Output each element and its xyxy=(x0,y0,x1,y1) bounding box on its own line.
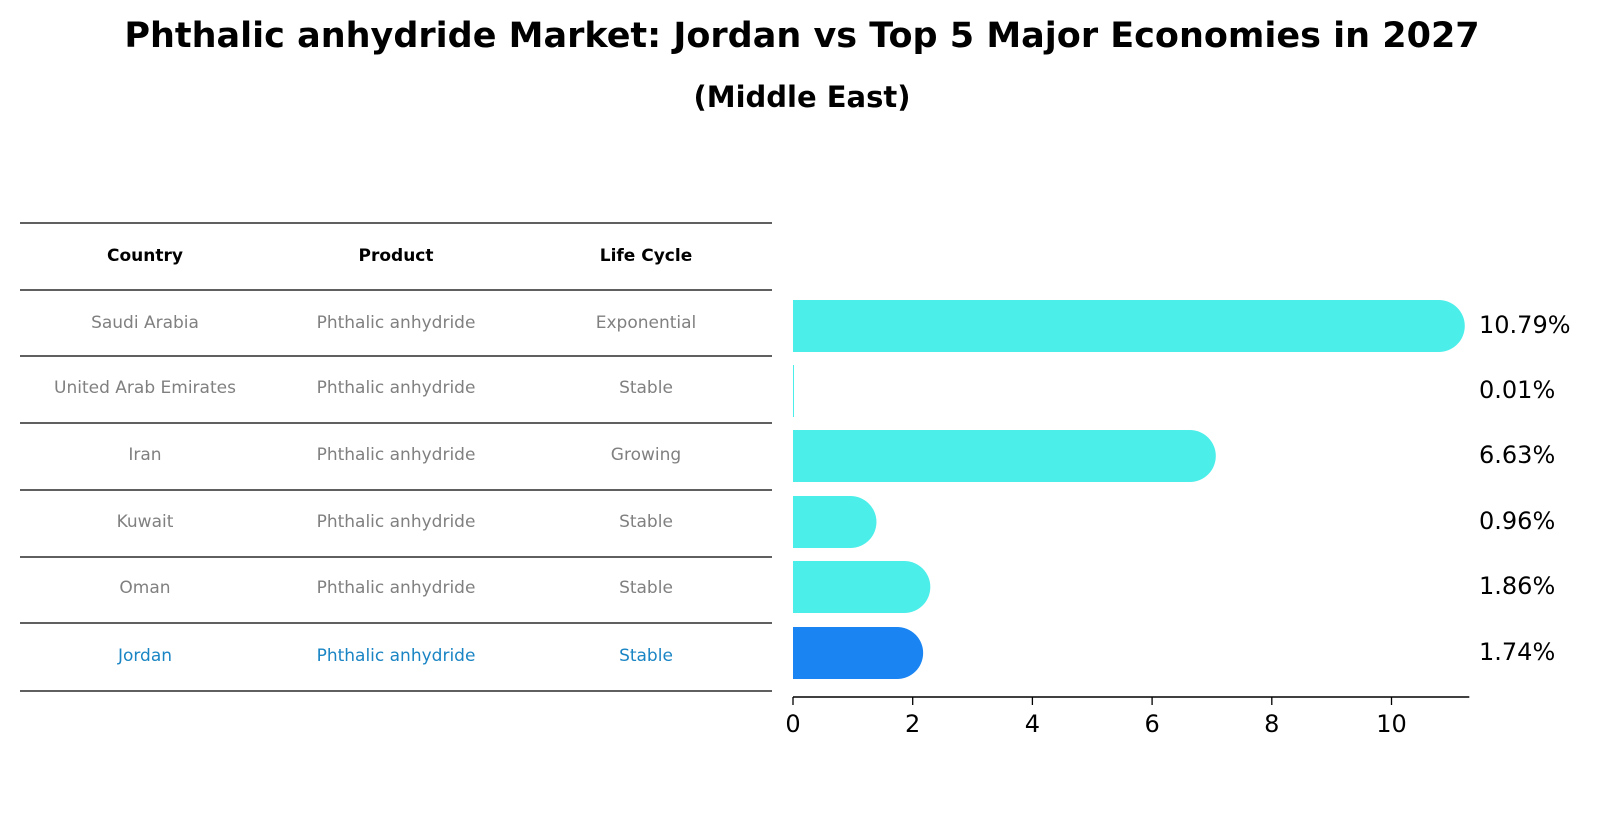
table-cell: Saudi Arabia xyxy=(91,313,199,333)
value-label: 1.74% xyxy=(1479,638,1555,666)
table-cell: Oman xyxy=(119,578,170,598)
table-cell: United Arab Emirates xyxy=(54,378,236,398)
chart-title: Phthalic anhydride Market: Jordan vs Top… xyxy=(124,16,1480,56)
table-cell: Phthalic anhydride xyxy=(317,512,476,532)
value-label: 10.79% xyxy=(1479,311,1571,339)
table-cell: Phthalic anhydride xyxy=(317,445,476,465)
bar-united-arab-emirates xyxy=(793,365,794,417)
bar-cap xyxy=(1412,300,1465,352)
x-tick-label: 6 xyxy=(1144,710,1159,738)
x-tick-label: 10 xyxy=(1376,710,1407,738)
table-cell: Phthalic anhydride xyxy=(317,378,476,398)
value-label: 1.86% xyxy=(1479,572,1555,600)
table-header-life-cycle: Life Cycle xyxy=(600,246,693,266)
table-cell: Phthalic anhydride xyxy=(317,578,476,598)
table-cell: Phthalic anhydride xyxy=(317,646,476,666)
table-cell: Exponential xyxy=(596,313,697,333)
bar-cap xyxy=(878,561,931,613)
bar-cap xyxy=(1163,430,1216,482)
bar-iran xyxy=(793,430,1190,482)
table-cell: Kuwait xyxy=(117,512,174,532)
value-label: 0.96% xyxy=(1479,507,1555,535)
table-cell: Stable xyxy=(619,578,673,598)
table-cell: Stable xyxy=(619,378,673,398)
bar-cap xyxy=(871,627,924,679)
value-label: 0.01% xyxy=(1479,376,1555,404)
bar-cap xyxy=(824,496,877,548)
table-cell: Stable xyxy=(619,646,673,666)
table-header-country: Country xyxy=(107,246,183,266)
table-cell: Growing xyxy=(611,445,681,465)
value-label: 6.63% xyxy=(1479,441,1555,469)
x-tick-label: 8 xyxy=(1264,710,1279,738)
table-header-product: Product xyxy=(359,246,434,266)
table-cell: Stable xyxy=(619,512,673,532)
x-tick-label: 4 xyxy=(1025,710,1040,738)
x-tick-label: 0 xyxy=(785,710,800,738)
table-cell: Phthalic anhydride xyxy=(317,313,476,333)
table-cell: Iran xyxy=(128,445,161,465)
x-tick-label: 2 xyxy=(905,710,920,738)
bar-saudi-arabia xyxy=(793,300,1439,352)
table-cell: Jordan xyxy=(117,646,172,666)
chart-subtitle: (Middle East) xyxy=(693,80,911,114)
